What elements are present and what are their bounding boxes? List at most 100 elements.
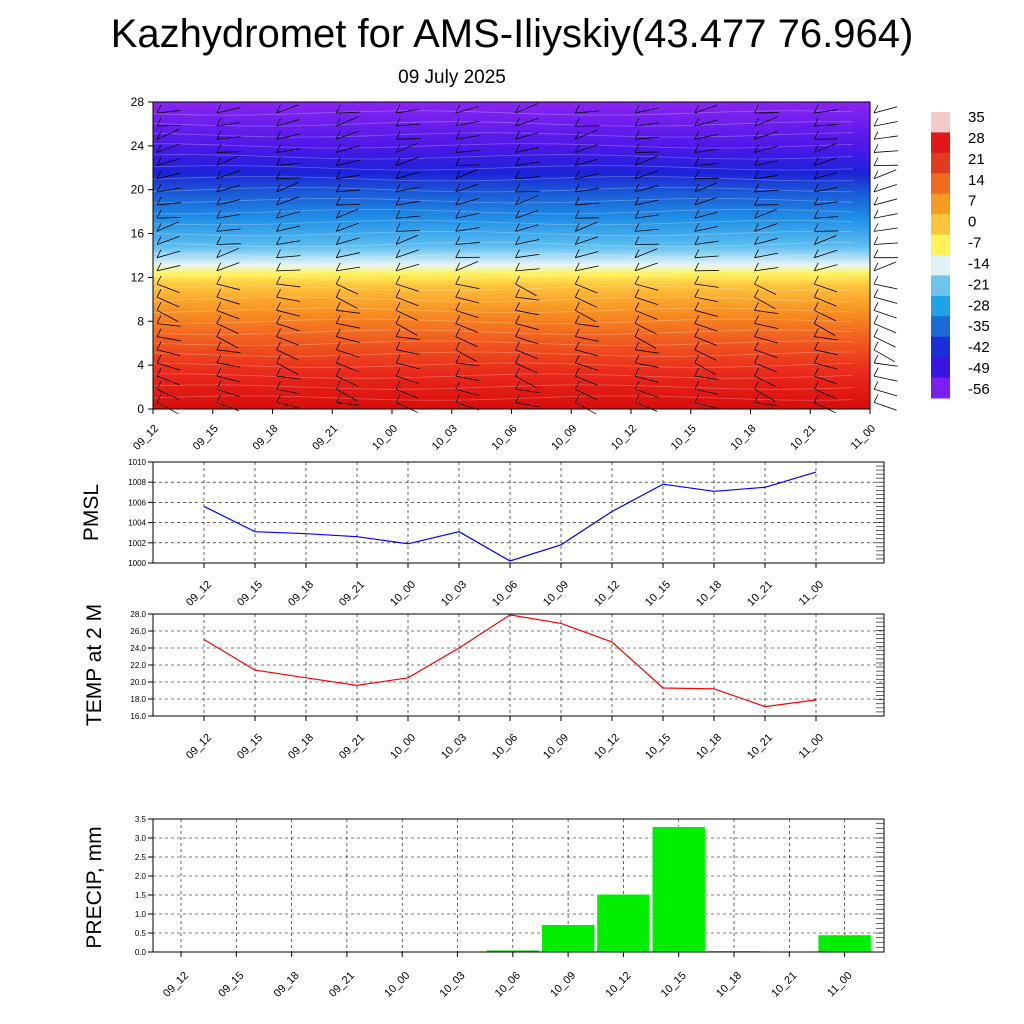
wind-barb-flag: [813, 275, 819, 285]
wind-barb: [814, 249, 838, 259]
wind-barb: [336, 336, 360, 343]
wind-barb: [455, 149, 480, 153]
wind-barb: [754, 252, 779, 259]
wind-barb-flag: [156, 315, 162, 324]
wind-barb-flag: [156, 223, 162, 232]
y-tick-label: 20.0: [130, 678, 146, 687]
wind-barb-flag: [694, 367, 700, 377]
wind-barb: [634, 107, 659, 114]
wind-barb-flag: [276, 223, 281, 232]
wind-barb: [754, 189, 779, 193]
wind-barb: [216, 228, 241, 232]
contour-line: [152, 318, 854, 324]
wind-barb-flag: [694, 210, 700, 219]
wind-barb: [395, 402, 418, 413]
wind-barb-flag: [574, 262, 580, 272]
wind-barb: [336, 296, 358, 309]
wind-barb: [216, 155, 239, 166]
x-tick-label: 09_15: [235, 579, 265, 609]
x-tick-label: 09_12: [131, 423, 161, 453]
x-tick-label: 11_00: [797, 732, 827, 762]
wind-barb: [575, 188, 600, 193]
wind-barb-flag: [634, 183, 640, 193]
x-tick-label: 10_06: [490, 423, 520, 453]
wind-barb: [156, 296, 180, 308]
x-tick-label: 10_21: [745, 732, 775, 762]
wind-barb-flag: [515, 341, 520, 350]
wind-barb: [634, 185, 659, 193]
wind-barb: [276, 283, 301, 288]
wind-barb: [754, 362, 777, 373]
wind-barb: [395, 142, 419, 153]
wind-barb: [694, 211, 719, 219]
colorbar-label: 35: [968, 109, 985, 126]
wind-barb: [216, 243, 241, 245]
wind-barb: [395, 283, 419, 292]
wind-barb: [216, 136, 241, 140]
wind-barb-flag: [395, 131, 401, 140]
wind-barb: [634, 262, 658, 272]
wind-barb-flag: [156, 341, 162, 350]
wind-barb-flag: [276, 236, 281, 245]
wind-barb-flag: [873, 315, 879, 324]
wind-barb: [694, 196, 718, 206]
wind-barb: [873, 283, 898, 290]
wind-barb-flag: [455, 262, 461, 272]
wind-barb-flag: [813, 131, 819, 140]
wind-barb: [216, 121, 241, 127]
wind-barb-flag: [156, 394, 162, 403]
wind-barb: [276, 323, 300, 332]
colorbar-label: -7: [968, 235, 981, 252]
wind-barb-flag: [873, 157, 879, 166]
colorbar-label: -28: [968, 297, 990, 314]
wind-barb-flag: [634, 117, 640, 127]
wind-barb-flag: [574, 236, 580, 245]
wind-barb: [455, 336, 478, 348]
wind-barb: [754, 237, 778, 245]
wind-barb: [455, 261, 478, 272]
wind-barb-flag: [574, 328, 580, 337]
wind-barb-flag: [335, 315, 341, 324]
wind-barb-flag: [455, 117, 461, 127]
wind-barb-flag: [813, 354, 819, 364]
x-tick-label: 10_18: [714, 970, 744, 1000]
wind-barb-flag: [276, 183, 281, 193]
wind-barb: [515, 349, 538, 360]
y-tick-label: 28: [131, 95, 145, 109]
wind-barb: [575, 144, 599, 153]
wind-barb: [395, 186, 420, 193]
wind-barb: [634, 336, 657, 349]
wind-barb: [873, 184, 897, 193]
wind-barb: [754, 402, 779, 407]
wind-barb: [575, 283, 598, 294]
wind-barb-flag: [395, 302, 401, 311]
wind-barb-flag: [634, 249, 640, 258]
wind-barb-flag: [754, 328, 759, 337]
wind-barb: [634, 122, 659, 127]
wind-barb-flag: [694, 144, 700, 153]
wind-barb-flag: [754, 302, 759, 311]
wind-barb-flag: [156, 367, 162, 377]
wind-barb-flag: [813, 381, 819, 390]
panel-frame: [152, 461, 885, 564]
wind-barb: [694, 133, 719, 140]
wind-barb: [814, 362, 838, 370]
wind-barb-flag: [156, 196, 162, 206]
wind-barb-flag: [634, 144, 640, 153]
precip-bar: [817, 934, 872, 953]
wind-barb-flag: [813, 196, 819, 206]
wind-barb-flag: [216, 275, 222, 285]
wind-barb-flag: [634, 275, 640, 285]
wind-barb: [336, 203, 361, 206]
wind-barb-flag: [156, 236, 162, 245]
wind-barb: [694, 163, 719, 166]
wind-barb: [694, 283, 719, 288]
wind-barb: [873, 388, 898, 397]
wind-barb-flag: [455, 381, 461, 390]
wind-barb-flag: [455, 275, 461, 285]
wind-barb: [336, 208, 359, 219]
wind-barb-flag: [335, 170, 341, 179]
contour-line: [152, 395, 854, 401]
y-tick-label: 24: [131, 139, 145, 153]
wind-barb: [276, 336, 300, 346]
